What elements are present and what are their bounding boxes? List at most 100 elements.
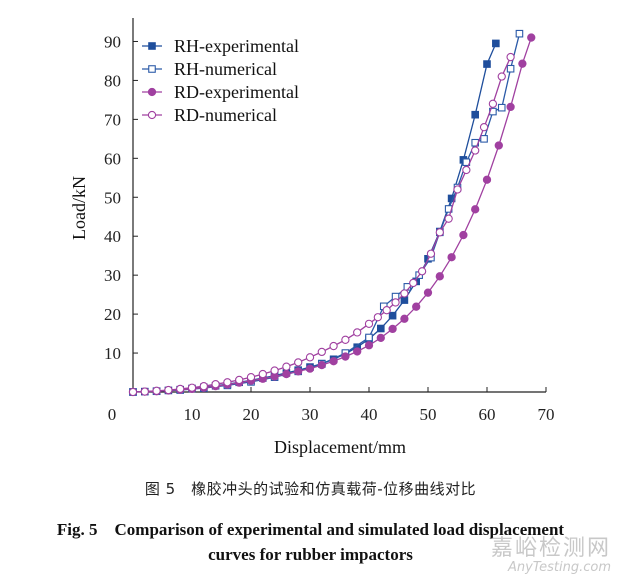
data-point: [211, 380, 220, 389]
x-tick-label: 30: [302, 405, 319, 424]
data-point: [329, 341, 338, 351]
data-point: [388, 324, 397, 334]
data-point: [282, 362, 291, 371]
data-point: [317, 360, 326, 370]
data-point: [447, 253, 456, 262]
legend-entry: RD-experimental: [142, 82, 299, 102]
data-point: [471, 146, 480, 155]
watermark: 嘉峪检测网 AnyTesting.com: [491, 530, 611, 575]
y-tick-label: 30: [104, 266, 121, 285]
watermark-text-en: AnyTesting.com: [507, 560, 611, 575]
data-point: [506, 52, 515, 62]
data-point: [329, 357, 338, 366]
data-point: [258, 369, 267, 379]
data-point: [518, 59, 527, 68]
axes-frame: [132, 18, 547, 393]
x-tick-label: 70: [538, 405, 555, 424]
x-tick-label: 50: [420, 405, 437, 424]
data-point: [483, 60, 491, 68]
watermark-text-cn: 嘉峪检测网: [490, 536, 611, 561]
data-point: [435, 228, 444, 237]
y-tick-label: 90: [104, 32, 121, 51]
data-point: [353, 328, 362, 337]
y-tick-label: 50: [104, 188, 121, 207]
data-point: [176, 384, 185, 394]
data-point: [270, 366, 279, 375]
figure-caption-english-line2: curves for rubber impactors: [208, 545, 413, 564]
data-point: [388, 311, 397, 320]
data-point: [492, 39, 500, 48]
data-point: [164, 385, 173, 395]
data-point: [140, 387, 149, 396]
figure-caption-english-line1: Fig. 5 Comparison of experimental and si…: [56, 520, 565, 539]
data-point: [376, 333, 385, 343]
legend-entry: RH-numerical: [142, 59, 277, 79]
legend-entry: RD-numerical: [142, 105, 277, 125]
data-point: [497, 72, 506, 81]
data-point: [400, 296, 409, 304]
data-point: [128, 387, 138, 397]
legend-label: RH-numerical: [174, 59, 277, 79]
data-point: [364, 319, 374, 328]
data-point: [341, 352, 350, 361]
data-point: [435, 272, 444, 281]
data-point: [400, 289, 409, 298]
data-point: [412, 302, 421, 311]
legend-entry: RH-experimental: [142, 36, 299, 56]
legend-label: RH-experimental: [174, 36, 299, 56]
data-point: [453, 185, 462, 194]
data-point: [376, 324, 385, 333]
data-point: [246, 373, 256, 382]
y-tick-label: 60: [104, 149, 121, 168]
data-point: [417, 267, 427, 276]
data-point: [506, 102, 515, 112]
data-point: [294, 358, 303, 367]
series-rd-numerical: [128, 52, 515, 397]
data-point: [497, 103, 506, 112]
data-point: [423, 288, 433, 297]
data-point: [353, 347, 362, 356]
y-tick-label: 20: [104, 305, 121, 324]
data-point: [391, 298, 400, 307]
y-tick-label: 10: [104, 344, 121, 363]
x-tick-label: 10: [184, 405, 201, 424]
data-point: [305, 353, 315, 362]
data-point: [494, 141, 503, 150]
data-point: [223, 378, 232, 387]
data-point: [488, 99, 498, 108]
data-point: [515, 29, 524, 38]
data-point: [471, 205, 480, 214]
tick-labels: 0 10 20 30 40 50 60 70 10 20 30 40 50 60 70 80 90: [104, 32, 555, 424]
data-point: [527, 33, 536, 42]
data-point: [305, 364, 315, 373]
data-point: [480, 135, 488, 143]
legend-marker: [148, 42, 156, 50]
data-point: [199, 382, 208, 391]
data-point: [364, 341, 374, 350]
data-point: [235, 375, 244, 385]
data-point: [409, 278, 418, 288]
data-point: [282, 369, 291, 379]
legend-marker: [147, 110, 157, 120]
x-tick-label: 60: [479, 405, 496, 424]
x-tick-label: 0: [108, 405, 117, 424]
data-point: [400, 314, 409, 323]
y-axis-label: Load/kN: [69, 176, 89, 240]
x-axis-label: Displacement/mm: [274, 437, 406, 457]
data-point: [506, 64, 515, 73]
x-tick-label: 20: [243, 405, 260, 424]
y-tick-label: 80: [104, 71, 121, 90]
figure-caption-chinese: 图 5 橡胶冲头的试验和仿真载荷-位移曲线对比: [144, 480, 477, 498]
data-point: [444, 214, 453, 223]
data-point: [152, 386, 161, 395]
data-point: [373, 313, 382, 322]
data-point: [482, 175, 492, 184]
legend-marker: [147, 87, 157, 97]
legend: RH-experimental RH-numerical RD-experiment…: [142, 36, 299, 125]
legend-label: RD-numerical: [174, 105, 277, 125]
data-point: [382, 306, 391, 315]
data-point: [471, 110, 480, 119]
plot-series: [128, 29, 536, 397]
x-tick-label: 40: [361, 405, 378, 424]
data-point: [426, 249, 436, 258]
